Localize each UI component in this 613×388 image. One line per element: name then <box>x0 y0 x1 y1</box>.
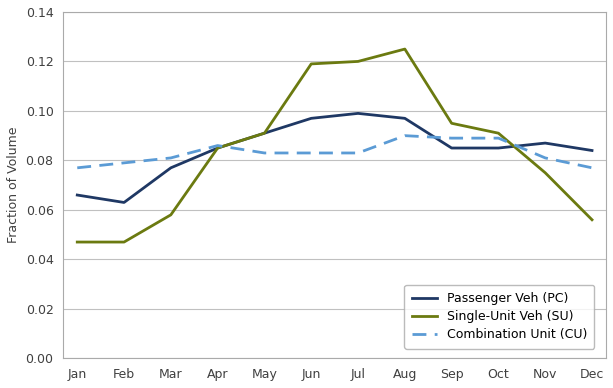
Combination Unit (CU) <box>308 151 315 155</box>
Passenger Veh (PC) <box>401 116 408 121</box>
Combination Unit (CU) <box>261 151 268 155</box>
Single-Unit Veh (SU) <box>261 131 268 135</box>
Combination Unit (CU) <box>120 161 128 165</box>
Line: Passenger Veh (PC): Passenger Veh (PC) <box>77 113 592 203</box>
Passenger Veh (PC) <box>495 146 502 151</box>
Single-Unit Veh (SU) <box>74 240 81 244</box>
Single-Unit Veh (SU) <box>588 217 596 222</box>
Combination Unit (CU) <box>74 166 81 170</box>
Passenger Veh (PC) <box>167 166 175 170</box>
Combination Unit (CU) <box>495 136 502 140</box>
Single-Unit Veh (SU) <box>308 62 315 66</box>
Single-Unit Veh (SU) <box>120 240 128 244</box>
Passenger Veh (PC) <box>588 148 596 153</box>
Combination Unit (CU) <box>541 156 549 160</box>
Passenger Veh (PC) <box>74 193 81 197</box>
Combination Unit (CU) <box>167 156 175 160</box>
Combination Unit (CU) <box>588 166 596 170</box>
Passenger Veh (PC) <box>120 200 128 205</box>
Single-Unit Veh (SU) <box>495 131 502 135</box>
Passenger Veh (PC) <box>448 146 455 151</box>
Line: Single-Unit Veh (SU): Single-Unit Veh (SU) <box>77 49 592 242</box>
Single-Unit Veh (SU) <box>448 121 455 126</box>
Passenger Veh (PC) <box>214 146 221 151</box>
Combination Unit (CU) <box>448 136 455 140</box>
Passenger Veh (PC) <box>261 131 268 135</box>
Y-axis label: Fraction of Volume: Fraction of Volume <box>7 127 20 243</box>
Combination Unit (CU) <box>354 151 362 155</box>
Passenger Veh (PC) <box>541 141 549 146</box>
Single-Unit Veh (SU) <box>401 47 408 51</box>
Single-Unit Veh (SU) <box>541 170 549 175</box>
Single-Unit Veh (SU) <box>167 213 175 217</box>
Combination Unit (CU) <box>401 133 408 138</box>
Legend: Passenger Veh (PC), Single-Unit Veh (SU), Combination Unit (CU): Passenger Veh (PC), Single-Unit Veh (SU)… <box>404 285 595 349</box>
Passenger Veh (PC) <box>308 116 315 121</box>
Passenger Veh (PC) <box>354 111 362 116</box>
Single-Unit Veh (SU) <box>354 59 362 64</box>
Line: Combination Unit (CU): Combination Unit (CU) <box>77 136 592 168</box>
Single-Unit Veh (SU) <box>214 146 221 151</box>
Combination Unit (CU) <box>214 143 221 148</box>
